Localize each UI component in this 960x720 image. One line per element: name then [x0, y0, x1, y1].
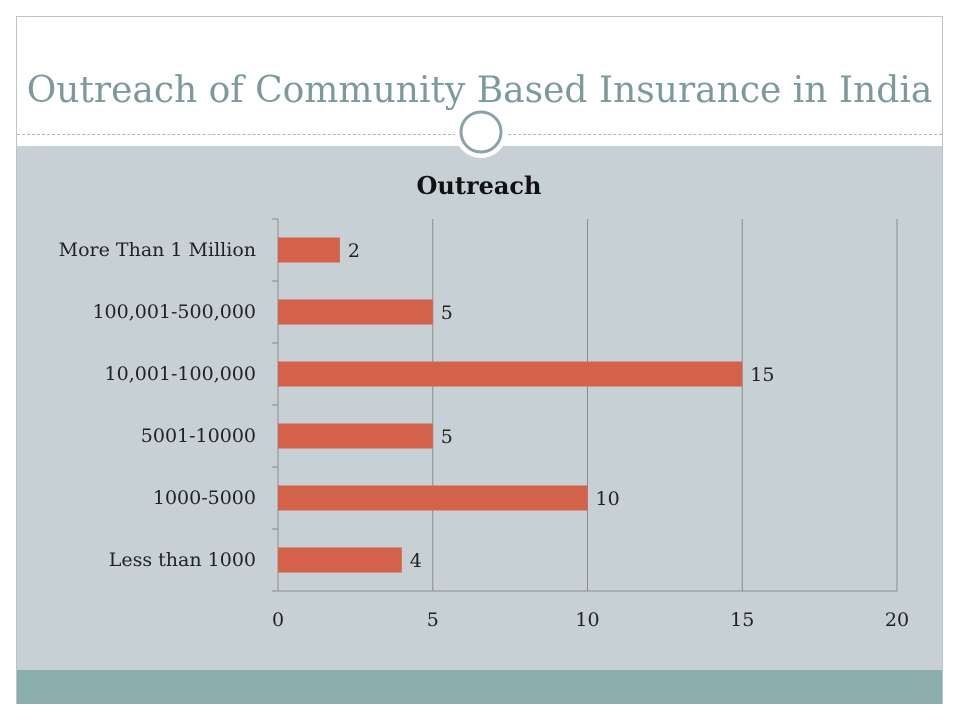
bottom-band [17, 670, 942, 704]
x-tick-label: 5 [427, 609, 439, 631]
category-label: Less than 1000 [109, 549, 256, 571]
bar [278, 547, 402, 573]
category-label: 10,001-100,000 [105, 363, 256, 385]
data-label: 15 [750, 364, 774, 386]
data-label: 2 [348, 240, 360, 262]
data-label: 10 [596, 488, 620, 510]
data-label: 5 [441, 426, 453, 448]
bar [278, 423, 433, 449]
chart-panel [17, 146, 942, 670]
x-tick-label: 10 [575, 609, 599, 631]
page-title: Outreach of Community Based Insurance in… [26, 70, 933, 111]
x-tick-label: 0 [272, 609, 284, 631]
category-label: More Than 1 Million [59, 239, 256, 261]
category-label: 5001-10000 [141, 425, 256, 447]
bar [278, 485, 588, 511]
data-label: 5 [441, 302, 453, 324]
bar [278, 299, 433, 325]
bar [278, 237, 340, 263]
x-tick-label: 20 [885, 609, 909, 631]
category-label: 1000-5000 [153, 487, 256, 509]
circle-ornament-icon [455, 106, 507, 158]
data-label: 4 [410, 550, 422, 572]
x-tick-label: 15 [730, 609, 754, 631]
category-label: 100,001-500,000 [92, 301, 256, 323]
chart-title: Outreach [417, 171, 542, 200]
bar [278, 361, 743, 387]
